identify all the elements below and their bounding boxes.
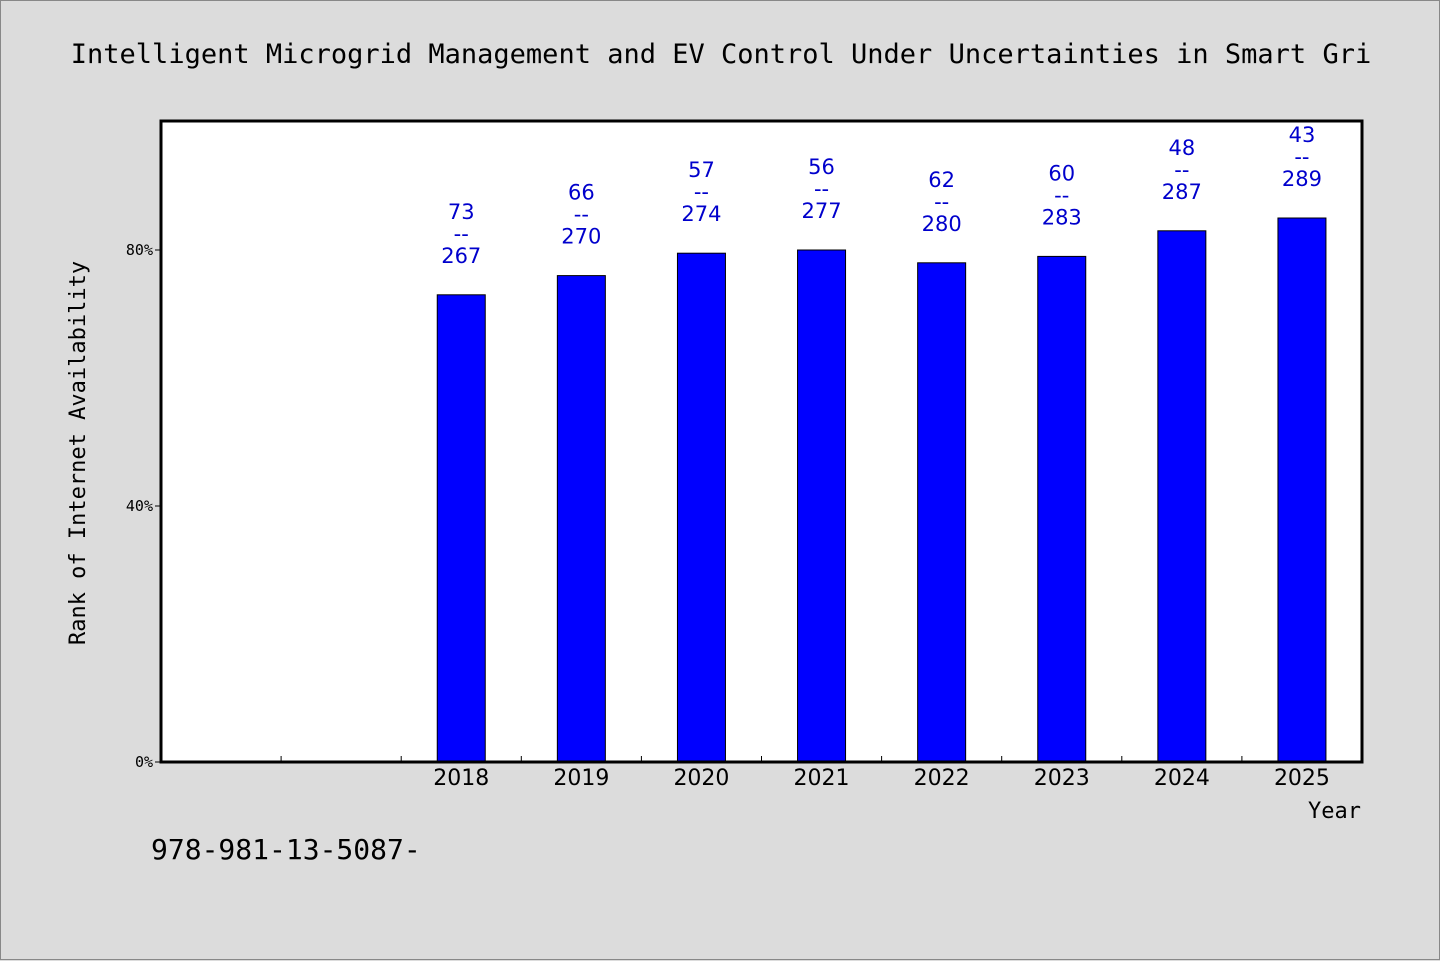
x-tick-label: 2023: [1034, 766, 1090, 791]
y-tick-label: 40%: [126, 497, 153, 515]
data-label: --: [454, 222, 469, 246]
data-label: 62: [928, 168, 955, 192]
data-label: --: [814, 177, 829, 201]
data-label: --: [1294, 145, 1309, 169]
bar: [556, 275, 606, 763]
y-tick-label: 0%: [135, 753, 153, 771]
x-tick-label: 2025: [1274, 766, 1330, 791]
data-label: --: [574, 203, 589, 227]
data-label: --: [1174, 158, 1189, 182]
data-label: 289: [1282, 167, 1322, 191]
x-tick-label: 2022: [914, 766, 970, 791]
data-label: --: [694, 180, 709, 204]
x-tick-label: 2024: [1154, 766, 1210, 791]
data-label: 287: [1162, 180, 1202, 204]
data-label: 56: [808, 155, 835, 179]
bar: [1157, 230, 1207, 763]
x-tick-label: 2020: [673, 766, 729, 791]
x-axis-ticks: 2018 2019 2020 2021 2022 2023 2024 2025: [280, 756, 1330, 791]
y-tick-label: 80%: [126, 241, 153, 259]
bar: [1277, 217, 1327, 763]
chart-title: Intelligent Microgrid Management and EV …: [71, 39, 1371, 70]
bar: [1037, 255, 1087, 763]
footer-isbn: 978-981-13-5087-: [151, 833, 421, 866]
data-label: 60: [1048, 161, 1075, 185]
data-label: 43: [1289, 123, 1316, 147]
x-tick-label: 2021: [794, 766, 850, 791]
x-tick-label: 2019: [553, 766, 609, 791]
data-label: --: [934, 190, 949, 214]
bar: [436, 294, 486, 763]
x-axis-label: Year: [1308, 799, 1361, 824]
data-label: 73: [448, 200, 475, 224]
data-label: --: [1054, 183, 1069, 207]
data-label: 267: [441, 244, 481, 268]
data-label: 277: [802, 199, 842, 223]
data-labels: 267--73270--66274--57277--56280--62283--…: [441, 123, 1322, 268]
data-label: 283: [1042, 205, 1082, 229]
bar: [917, 262, 967, 763]
data-label: 274: [681, 202, 721, 226]
bar-series: [436, 217, 1327, 763]
data-label: 280: [922, 212, 962, 236]
bar: [797, 249, 847, 763]
data-label: 66: [568, 181, 595, 205]
data-label: 57: [688, 158, 715, 182]
data-label: 48: [1168, 136, 1195, 160]
x-tick-label: 2018: [433, 766, 489, 791]
bar: [676, 252, 726, 763]
data-label: 270: [561, 225, 601, 249]
y-axis-label: Rank of Internet Availability: [66, 261, 91, 645]
y-axis-ticks: 0% 40% 80%: [126, 241, 161, 771]
